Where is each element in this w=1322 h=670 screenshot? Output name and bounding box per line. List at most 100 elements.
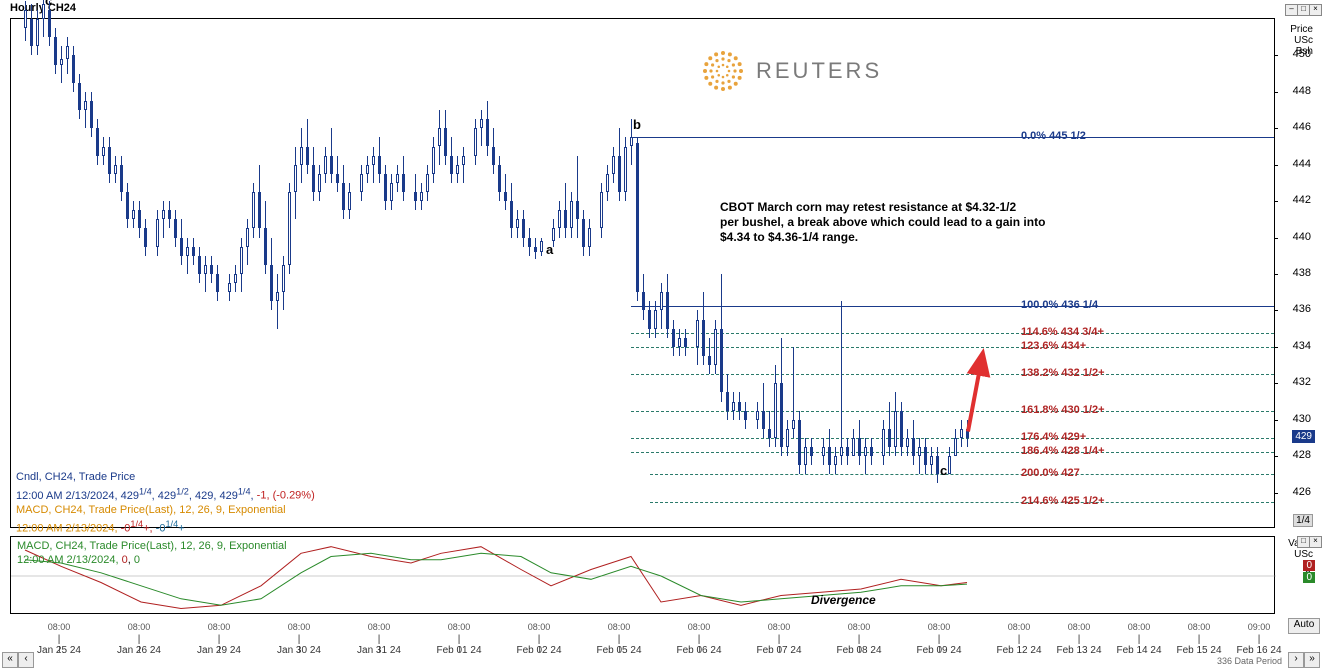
candle-body [126, 192, 129, 219]
candle-body [636, 143, 639, 292]
macd-legend-values: 12:00 AM 2/13/2024, 0, 0 [17, 553, 287, 567]
candle-body [798, 420, 801, 466]
candle-body [768, 429, 771, 438]
scroll-right-fast-icon[interactable]: » [1304, 652, 1320, 668]
candle-body [810, 447, 813, 456]
y-tick-label: 448 [1293, 85, 1311, 97]
candle-body [630, 137, 633, 146]
fib-label: 176.4% 429+ [1021, 431, 1086, 443]
fib-line [631, 438, 1274, 439]
candle-body [480, 119, 483, 128]
candle-body [564, 210, 567, 228]
x-time-label: 08:00 [928, 622, 951, 632]
candle-body [216, 274, 219, 292]
x-time-label: 08:00 [368, 622, 391, 632]
candle-body [396, 174, 399, 183]
candle-body [738, 402, 741, 411]
candle-body [72, 55, 75, 82]
candle-body [108, 147, 111, 174]
candle-body [486, 119, 489, 146]
fib-line [650, 502, 1274, 503]
y-tick-label: 438 [1293, 267, 1311, 279]
x-time-label: 08:00 [688, 622, 711, 632]
x-date-label: |Jan 30 24 [277, 634, 321, 656]
candle-wick [865, 438, 866, 474]
y-tick-label: 442 [1293, 194, 1311, 206]
candle-body [84, 101, 87, 110]
candle-body [348, 192, 351, 210]
y-tick-label: 444 [1293, 158, 1311, 170]
candle-body [756, 411, 759, 420]
candle-wick [61, 46, 62, 82]
candle-body [906, 438, 909, 447]
candle-wick [919, 438, 920, 474]
candle-body [624, 147, 627, 193]
candle-body [312, 165, 315, 192]
candle-body [90, 101, 93, 128]
x-date-label: |Feb 07 24 [756, 634, 801, 656]
candle-body [558, 210, 561, 228]
macd-close-icon[interactable]: × [1309, 536, 1322, 548]
candle-body [474, 128, 477, 155]
x-date-label: |Feb 02 24 [516, 634, 561, 656]
candle-body [204, 265, 207, 274]
current-price-badge: 429 [1292, 430, 1315, 443]
candle-body [762, 411, 765, 429]
scroll-left-icon[interactable]: ‹ [18, 652, 34, 668]
candle-body [336, 174, 339, 183]
reuters-logo: REUTERS [700, 48, 882, 94]
x-time-label: 08:00 [608, 622, 631, 632]
x-time-label: 08:00 [288, 622, 311, 632]
candle-body [228, 283, 231, 292]
y-tick-label: 432 [1293, 376, 1311, 388]
candle-body [924, 447, 927, 465]
fib-label: 161.8% 430 1/2+ [1021, 404, 1105, 416]
candle-wick [463, 147, 464, 183]
candle-body [846, 447, 849, 456]
candle-body [60, 59, 63, 64]
macd-legend-title: MACD, CH24, Trade Price(Last), 12, 26, 9… [17, 539, 287, 553]
candle-body [540, 241, 543, 252]
price-chart-panel: 0.0% 445 1/2100.0% 436 1/4114.6% 434 3/4… [10, 18, 1275, 528]
candle-body [828, 447, 831, 465]
x-time-label: 08:00 [768, 622, 791, 632]
fib-label: 123.6% 434+ [1021, 340, 1086, 352]
candle-body [660, 292, 663, 310]
fib-line [631, 137, 1274, 138]
candle-body [402, 174, 405, 192]
scroll-left-fast-icon[interactable]: « [2, 652, 18, 668]
candle-body [870, 447, 873, 456]
legend-macd-title: MACD, CH24, Trade Price(Last), 12, 26, 9… [16, 503, 315, 517]
y-tick-label: 440 [1293, 231, 1311, 243]
x-date-label: |Jan 25 24 [37, 634, 81, 656]
candle-body [132, 210, 135, 219]
candle-body [534, 247, 537, 252]
candle-body [270, 265, 273, 301]
candle-body [42, 4, 45, 19]
candle-wick [277, 274, 278, 329]
x-time-label: 08:00 [128, 622, 151, 632]
y-tick-label: 430 [1293, 413, 1311, 425]
close-icon[interactable]: × [1309, 4, 1322, 16]
candle-body [492, 147, 495, 165]
candle-body [840, 447, 843, 456]
candle-body [414, 192, 417, 201]
x-time-label: 08:00 [848, 622, 871, 632]
scroll-right-icon[interactable]: › [1288, 652, 1304, 668]
candle-wick [841, 301, 842, 465]
auto-button[interactable]: Auto [1288, 618, 1320, 634]
candle-body [186, 247, 189, 256]
candle-body [96, 128, 99, 155]
candle-body [324, 156, 327, 174]
candle-body [714, 329, 717, 365]
candle-body [192, 247, 195, 256]
macd-panel: MACD, CH24, Trade Price(Last), 12, 26, 9… [10, 536, 1275, 614]
x-time-label: 08:00 [1068, 622, 1091, 632]
x-time-label: 08:00 [528, 622, 551, 632]
candle-body [366, 165, 369, 174]
candle-body [390, 183, 393, 201]
candle-body [504, 192, 507, 201]
x-date-label: |Jan 31 24 [357, 634, 401, 656]
candle-body [948, 456, 951, 474]
x-date-label: |Feb 12 24 [996, 634, 1041, 656]
